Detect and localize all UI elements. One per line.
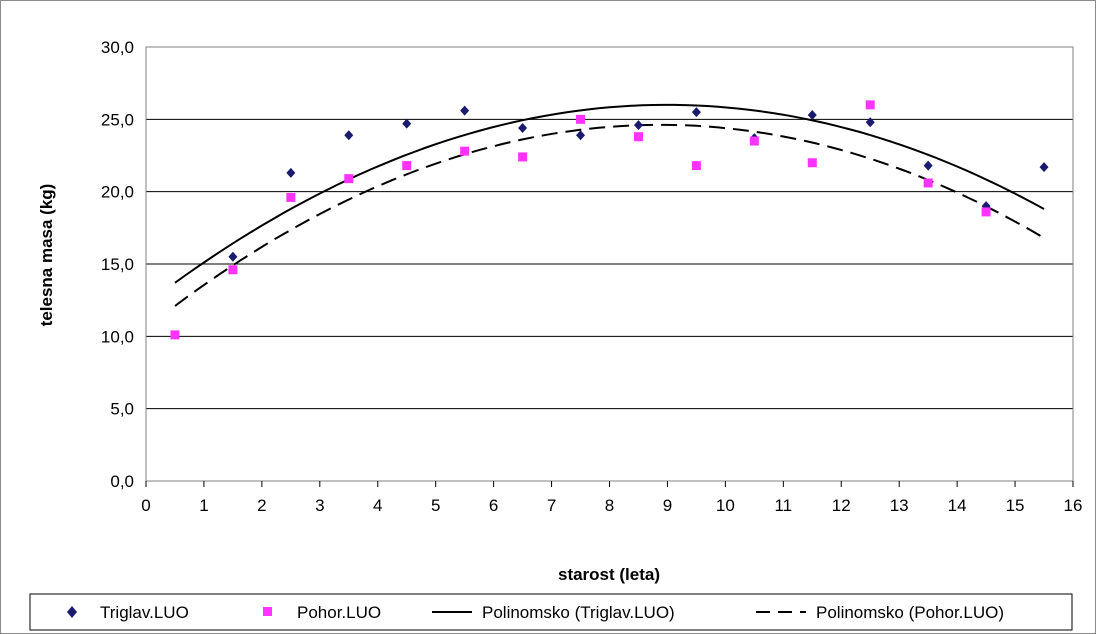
point-triglav <box>923 160 933 171</box>
x-tick-label: 16 <box>1064 496 1083 515</box>
y-tick-label: 10,0 <box>101 327 134 346</box>
x-tick-label: 7 <box>547 496 556 515</box>
point-triglav <box>344 130 354 141</box>
x-tick-label: 13 <box>890 496 909 515</box>
point-triglav <box>1039 162 1049 173</box>
data-points <box>170 100 1049 340</box>
y-axis-label: telesna masa (kg) <box>37 184 56 327</box>
trendlines <box>174 103 1045 307</box>
x-tick-label: 9 <box>663 496 672 515</box>
point-pohor <box>923 178 933 188</box>
gridlines <box>146 46 1073 410</box>
legend-marker-diamond <box>67 606 77 618</box>
y-tick-label: 15,0 <box>101 255 134 274</box>
legend-label-pohor: Pohor.LUO <box>297 603 381 622</box>
point-pohor <box>228 265 238 275</box>
y-tick-label: 20,0 <box>101 183 134 202</box>
legend-item-triglav: Triglav.LUO <box>67 603 189 622</box>
x-tick-label: 3 <box>315 496 324 515</box>
y-tick-label: 30,0 <box>101 38 134 57</box>
point-pohor <box>344 174 354 184</box>
trendline-pohor <box>174 123 1045 307</box>
point-pohor <box>981 207 991 217</box>
point-triglav <box>460 105 470 116</box>
legend-label-trend-pohor: Polinomsko (Pohor.LUO) <box>816 603 1004 622</box>
point-pohor <box>576 114 586 124</box>
point-pohor <box>402 161 412 171</box>
legend-item-trend-pohor: Polinomsko (Pohor.LUO) <box>756 603 1004 622</box>
point-triglav <box>518 123 528 134</box>
x-tick-label: 15 <box>1006 496 1025 515</box>
x-tick-label: 2 <box>257 496 266 515</box>
legend-label-triglav: Triglav.LUO <box>100 603 189 622</box>
x-tick-label: 1 <box>199 496 208 515</box>
point-triglav <box>691 107 701 118</box>
x-tick-label: 10 <box>716 496 735 515</box>
point-pohor <box>286 192 296 202</box>
point-triglav <box>807 109 817 120</box>
legend-box <box>29 593 1073 631</box>
y-tick-label: 25,0 <box>101 110 134 129</box>
x-tick-label: 4 <box>373 496 382 515</box>
point-triglav <box>865 117 875 128</box>
point-triglav <box>633 120 643 131</box>
point-triglav <box>402 118 412 129</box>
y-tick-label: 0,0 <box>110 472 134 491</box>
legend-item-trend-triglav: Polinomsko (Triglav.LUO) <box>432 603 675 622</box>
point-triglav <box>576 130 586 141</box>
y-tick-label: 5,0 <box>110 400 134 419</box>
x-tick-label: 5 <box>431 496 440 515</box>
x-tick-label: 11 <box>774 496 792 515</box>
point-pohor <box>865 100 875 110</box>
x-tick-label: 8 <box>605 496 614 515</box>
x-axis-label: starost (leta) <box>558 565 660 584</box>
x-tick-label: 0 <box>141 496 150 515</box>
x-tick-label: 14 <box>948 496 967 515</box>
point-pohor <box>460 146 470 156</box>
legend: Triglav.LUO Pohor.LUO Polinomsko (Trigla… <box>29 593 1073 631</box>
point-pohor <box>518 152 528 162</box>
legend-marker-square <box>263 607 272 616</box>
y-tick-labels: 0,0 5,0 10,0 15,0 20,0 25,0 30,0 <box>101 38 134 491</box>
trendline-triglav <box>174 103 1045 284</box>
point-pohor <box>749 136 759 146</box>
point-pohor <box>633 132 643 142</box>
x-tick-label: 6 <box>489 496 498 515</box>
point-triglav <box>228 251 238 262</box>
x-tick-label: 12 <box>832 496 851 515</box>
point-pohor <box>691 161 701 171</box>
legend-label-trend-triglav: Polinomsko (Triglav.LUO) <box>482 603 675 622</box>
x-tick-labels: 0 1 2 3 4 5 6 7 8 9 10 11 12 13 14 15 16 <box>141 481 1082 515</box>
point-triglav <box>286 167 296 178</box>
legend-item-pohor: Pohor.LUO <box>263 603 381 622</box>
point-pohor <box>807 158 817 168</box>
point-pohor <box>170 330 180 340</box>
